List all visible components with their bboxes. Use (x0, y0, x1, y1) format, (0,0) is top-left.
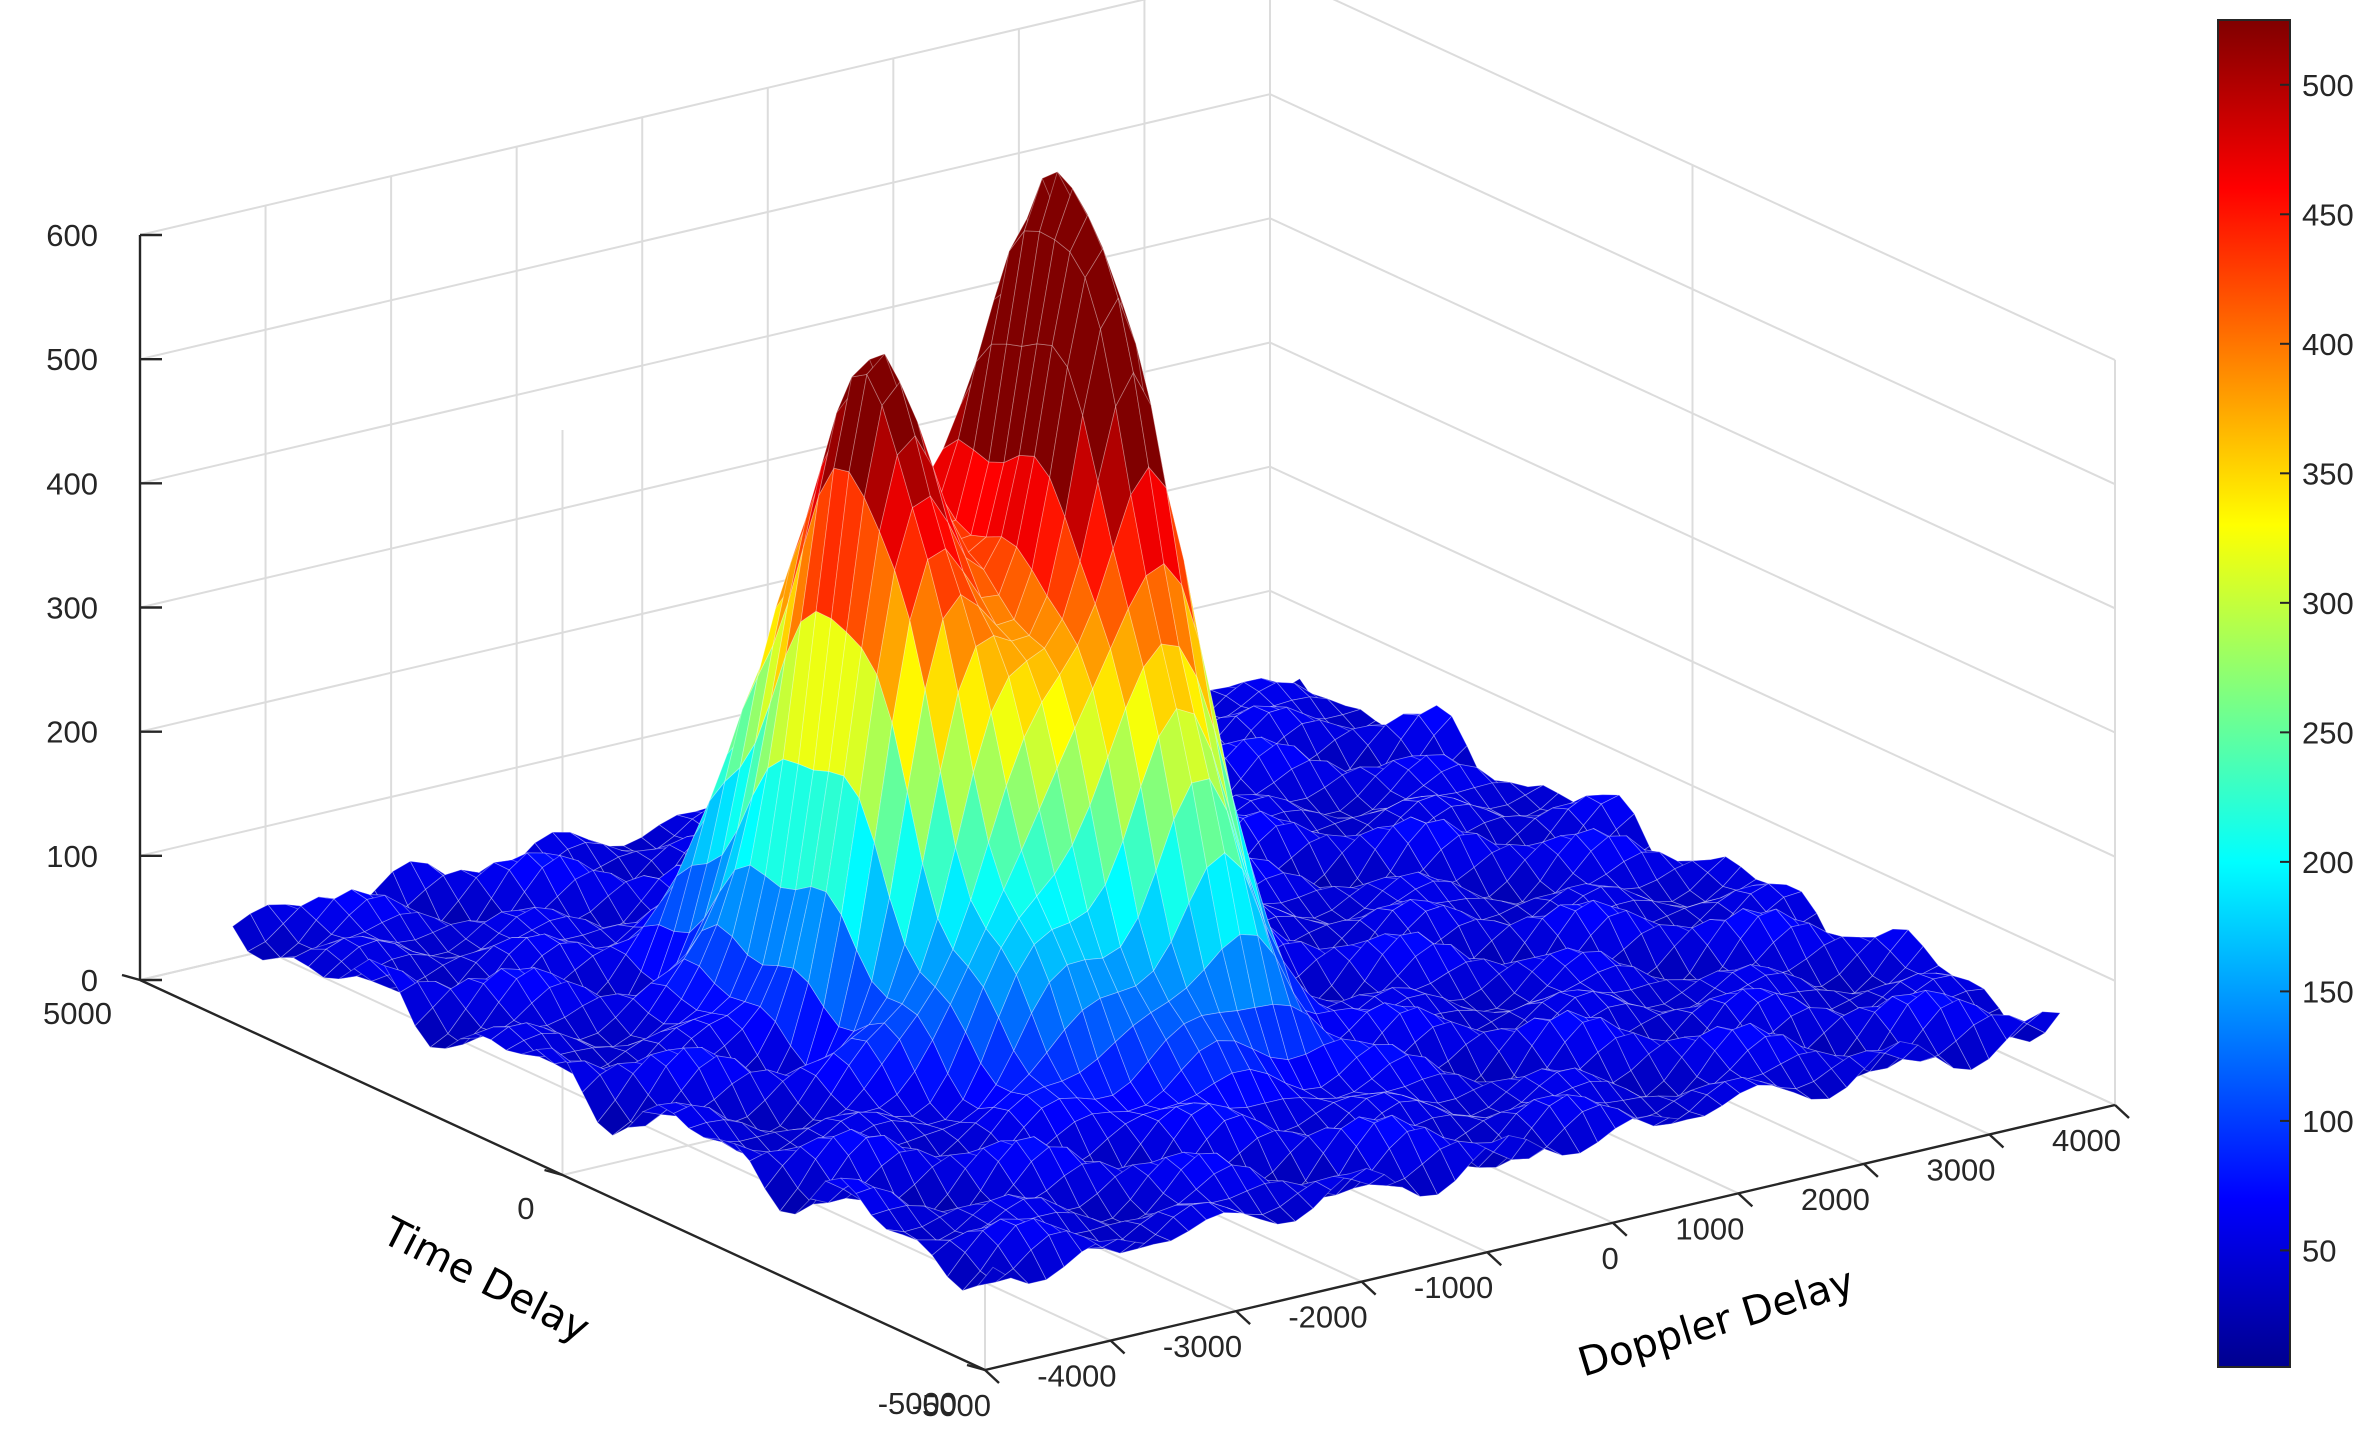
x-tick-label: -1000 (1414, 1270, 1493, 1305)
z-tick-label: 600 (46, 218, 98, 253)
colorbar-tick-label: 350 (2302, 456, 2354, 491)
x-tick-mark (1360, 1280, 1377, 1296)
z-tick-label: 400 (46, 466, 98, 501)
colorbar-tick-label: 50 (2302, 1233, 2336, 1268)
x-tick-label: -2000 (1288, 1300, 1367, 1335)
colorbar-tick-label: 500 (2302, 68, 2354, 103)
y-tick-label: 0 (517, 1191, 534, 1226)
x-tick-mark (1863, 1163, 1879, 1178)
x-axis-line (984, 1103, 2116, 1372)
colorbar: 50 100 150 200 250 300 350 400 450 500 (2217, 19, 2354, 1368)
surface-cell (2026, 1011, 2061, 1034)
y-tick-mark (544, 1168, 563, 1177)
x-tick-label: 4000 (2052, 1123, 2121, 1158)
x-tick-label: 3000 (1926, 1152, 1995, 1187)
colorbar-tick-label: 300 (2302, 586, 2354, 621)
colorbar-tick-label: 450 (2302, 197, 2354, 232)
x-tick-label: 0 (1602, 1241, 1619, 1276)
x-tick-mark (2114, 1104, 2130, 1119)
x-tick-label: -4000 (1037, 1359, 1116, 1394)
y-tick-mark (966, 1363, 986, 1372)
x-tick-mark (1235, 1310, 1251, 1325)
y-tick-label: -5000 (878, 1386, 957, 1421)
z-tick-label: 500 (46, 342, 98, 377)
x-tick-label: 1000 (1675, 1211, 1744, 1246)
surface-cell (1584, 794, 1620, 805)
colorbar-tick-label: 150 (2302, 974, 2354, 1009)
z-tick-label: 200 (46, 715, 98, 750)
surface-cell (1889, 929, 1924, 969)
surface-cell (1341, 708, 1377, 733)
x-tick-label: -3000 (1163, 1329, 1242, 1364)
colorbar-tick-label: 100 (2302, 1104, 2354, 1139)
surface-cell (2011, 1023, 2046, 1043)
surface-mesh (231, 171, 2061, 1292)
surface-cell (1874, 928, 1909, 952)
x-tick-mark (1611, 1221, 1628, 1237)
surface-cell (1509, 781, 1544, 796)
x-tick-label: 2000 (1801, 1182, 1870, 1217)
x-tick-mark (1486, 1251, 1503, 1267)
x-tick-mark (1737, 1192, 1754, 1208)
x-tick-mark (984, 1369, 1000, 1384)
z-tick-label: 300 (46, 591, 98, 626)
y-axis-label: Time Delay (374, 1208, 597, 1352)
colorbar-gradient (2217, 19, 2291, 1368)
surface-cell (1691, 855, 1727, 874)
x-axis-label: Doppler Delay (1573, 1259, 1860, 1387)
surface-cell (1904, 945, 1940, 976)
surface-cell (1327, 698, 1363, 716)
colorbar-tick-label: 250 (2302, 715, 2354, 750)
y-tick-mark (121, 973, 141, 982)
tick-labels: -5000-4000-3000-2000-1000010002000300040… (43, 218, 2130, 1423)
z-tick-label: 0 (81, 963, 98, 998)
x-tick-mark (1109, 1339, 1126, 1355)
x-tick-mark (1988, 1133, 2005, 1149)
colorbar-tick-label: 200 (2302, 845, 2354, 880)
x-tick-label: -5000 (912, 1388, 991, 1423)
z-tick-label: 100 (46, 839, 98, 874)
y-tick-label: 5000 (43, 996, 112, 1031)
colorbar-tick-label: 400 (2302, 327, 2354, 362)
